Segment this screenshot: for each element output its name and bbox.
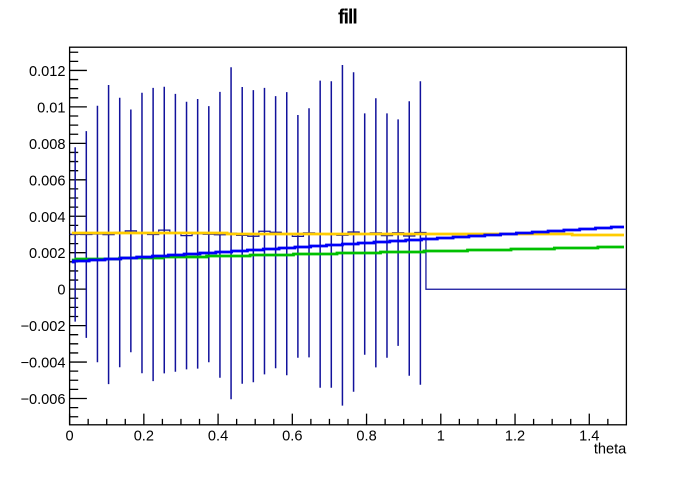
svg-text:0.01: 0.01 bbox=[37, 100, 65, 116]
svg-text:0.4: 0.4 bbox=[208, 428, 228, 444]
svg-text:fill: fill bbox=[338, 7, 357, 29]
svg-text:0.8: 0.8 bbox=[356, 428, 376, 444]
svg-text:0.2: 0.2 bbox=[134, 428, 154, 444]
svg-text:0: 0 bbox=[57, 283, 65, 299]
svg-text:1: 1 bbox=[437, 428, 445, 444]
svg-text:0.006: 0.006 bbox=[29, 173, 66, 189]
svg-text:−0.006: −0.006 bbox=[20, 392, 65, 408]
svg-text:0.012: 0.012 bbox=[29, 64, 66, 80]
svg-text:1.2: 1.2 bbox=[505, 428, 525, 444]
svg-text:0.004: 0.004 bbox=[29, 210, 66, 226]
svg-text:1.4: 1.4 bbox=[579, 428, 599, 444]
svg-text:0: 0 bbox=[66, 428, 74, 444]
svg-text:−0.002: −0.002 bbox=[20, 319, 65, 335]
svg-text:0.008: 0.008 bbox=[29, 137, 66, 153]
svg-text:−0.004: −0.004 bbox=[20, 356, 65, 372]
svg-text:0.002: 0.002 bbox=[29, 246, 66, 262]
svg-text:theta: theta bbox=[594, 441, 627, 457]
svg-text:0.6: 0.6 bbox=[282, 428, 302, 444]
